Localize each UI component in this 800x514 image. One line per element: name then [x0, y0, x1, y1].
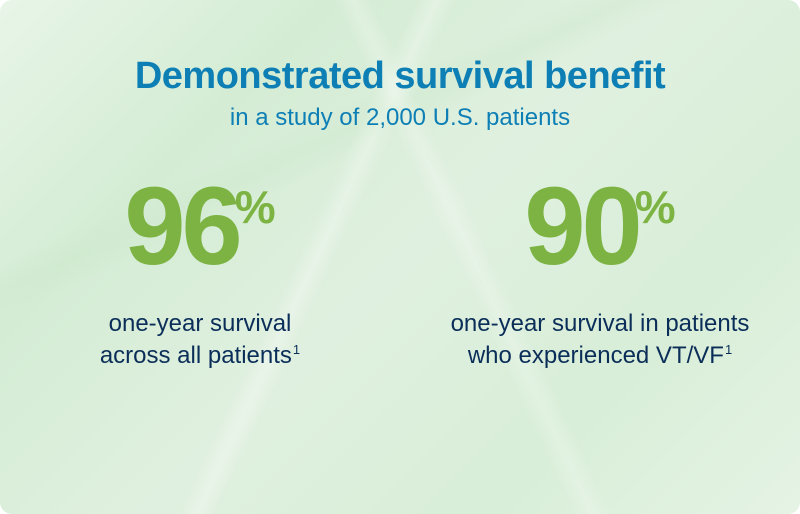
- stat-description: one-year survival in patients who experie…: [450, 308, 750, 373]
- footnote-ref: 1: [725, 342, 732, 357]
- stat-desc-line1: one-year survival: [109, 310, 292, 337]
- stat-number: 96: [124, 165, 238, 288]
- stat-description: one-year survival across all patients1: [50, 308, 350, 373]
- stat-desc-line1: one-year survival in patients: [451, 310, 750, 337]
- stat-all-patients: 96% one-year survival across all patients…: [50, 172, 350, 373]
- stat-value: 96%: [124, 172, 275, 282]
- stat-unit: %: [635, 181, 676, 233]
- stat-number: 90: [524, 165, 638, 288]
- title: Demonstrated survival benefit: [0, 55, 800, 98]
- stat-desc-line2: across all patients: [100, 342, 292, 369]
- stat-value: 90%: [524, 172, 675, 282]
- stats-row: 96% one-year survival across all patients…: [0, 172, 800, 373]
- header: Demonstrated survival benefit in a study…: [0, 55, 800, 132]
- footnote-ref: 1: [293, 342, 300, 357]
- stat-unit: %: [235, 181, 276, 233]
- stat-vtvf-patients: 90% one-year survival in patients who exp…: [450, 172, 750, 373]
- infographic-card: Demonstrated survival benefit in a study…: [0, 0, 800, 514]
- stat-desc-line2: who experienced VT/VF: [468, 342, 724, 369]
- subtitle: in a study of 2,000 U.S. patients: [0, 104, 800, 132]
